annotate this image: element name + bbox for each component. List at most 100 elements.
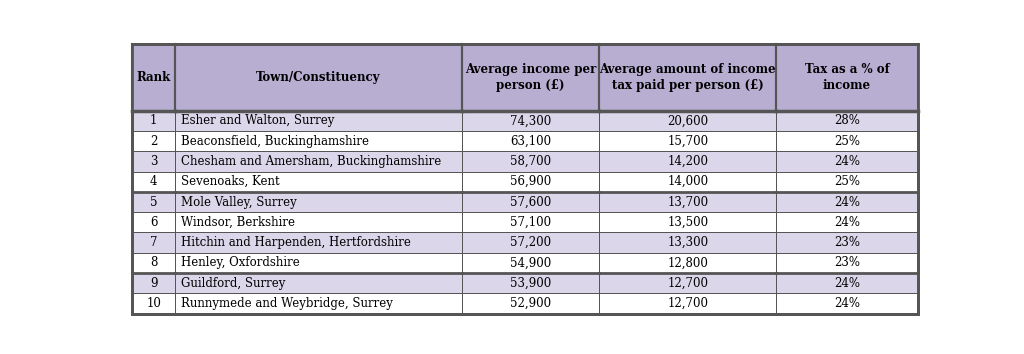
- Text: Rank: Rank: [136, 71, 171, 84]
- Text: 20,600: 20,600: [668, 114, 709, 127]
- Text: 23%: 23%: [834, 236, 860, 249]
- Bar: [175, 172, 462, 192]
- Bar: [175, 131, 462, 151]
- Text: 14,200: 14,200: [668, 155, 709, 168]
- Text: 13,300: 13,300: [668, 236, 709, 249]
- Bar: [599, 172, 776, 192]
- Text: 74,300: 74,300: [510, 114, 551, 127]
- Bar: [175, 212, 462, 233]
- Bar: [462, 44, 599, 110]
- Text: 57,100: 57,100: [510, 216, 551, 229]
- Text: 2: 2: [150, 135, 158, 148]
- Text: 13,700: 13,700: [668, 195, 709, 209]
- Bar: [462, 273, 599, 293]
- Text: 63,100: 63,100: [510, 135, 551, 148]
- Text: Guildford, Surrey: Guildford, Surrey: [180, 277, 285, 290]
- Text: Average amount of income
tax paid per person (£): Average amount of income tax paid per pe…: [599, 63, 776, 92]
- Text: 4: 4: [150, 175, 158, 188]
- Bar: [776, 111, 918, 131]
- Text: 57,200: 57,200: [510, 236, 551, 249]
- Bar: [776, 172, 918, 192]
- Bar: [776, 192, 918, 212]
- Bar: [776, 212, 918, 233]
- Text: Tax as a % of
income: Tax as a % of income: [805, 63, 889, 92]
- Text: 8: 8: [150, 256, 158, 269]
- Text: 28%: 28%: [834, 114, 860, 127]
- Bar: [175, 151, 462, 172]
- Text: 5: 5: [150, 195, 158, 209]
- Text: Henley, Oxfordshire: Henley, Oxfordshire: [180, 256, 299, 269]
- Text: 24%: 24%: [834, 277, 860, 290]
- Text: Town/Constituency: Town/Constituency: [256, 71, 381, 84]
- Text: 9: 9: [150, 277, 158, 290]
- Bar: [776, 131, 918, 151]
- Bar: [599, 233, 776, 253]
- Bar: [599, 192, 776, 212]
- Bar: [462, 233, 599, 253]
- Text: 25%: 25%: [834, 135, 860, 148]
- Bar: [776, 151, 918, 172]
- Bar: [462, 151, 599, 172]
- Bar: [462, 192, 599, 212]
- Bar: [175, 253, 462, 273]
- Bar: [776, 44, 918, 110]
- Text: Runnymede and Weybridge, Surrey: Runnymede and Weybridge, Surrey: [180, 297, 392, 310]
- Text: 1: 1: [150, 114, 158, 127]
- Bar: [175, 233, 462, 253]
- Text: Windsor, Berkshire: Windsor, Berkshire: [180, 216, 295, 229]
- Bar: [462, 293, 599, 314]
- Bar: [175, 192, 462, 212]
- Bar: [132, 233, 175, 253]
- Bar: [599, 293, 776, 314]
- Text: 7: 7: [150, 236, 158, 249]
- Bar: [132, 293, 175, 314]
- Text: 53,900: 53,900: [510, 277, 551, 290]
- Text: 58,700: 58,700: [510, 155, 551, 168]
- Bar: [132, 192, 175, 212]
- Text: 24%: 24%: [834, 297, 860, 310]
- Text: 12,700: 12,700: [668, 277, 709, 290]
- Bar: [132, 131, 175, 151]
- Text: 6: 6: [150, 216, 158, 229]
- Bar: [776, 253, 918, 273]
- Bar: [462, 253, 599, 273]
- Bar: [599, 253, 776, 273]
- Text: 12,700: 12,700: [668, 297, 709, 310]
- Bar: [599, 273, 776, 293]
- Text: 24%: 24%: [834, 155, 860, 168]
- Bar: [132, 44, 175, 110]
- Text: Hitchin and Harpenden, Hertfordshire: Hitchin and Harpenden, Hertfordshire: [180, 236, 411, 249]
- Text: 52,900: 52,900: [510, 297, 551, 310]
- Bar: [132, 253, 175, 273]
- Text: 24%: 24%: [834, 216, 860, 229]
- Text: 23%: 23%: [834, 256, 860, 269]
- Text: Chesham and Amersham, Buckinghamshire: Chesham and Amersham, Buckinghamshire: [180, 155, 441, 168]
- Text: 12,800: 12,800: [668, 256, 709, 269]
- Bar: [175, 273, 462, 293]
- Text: Beaconsfield, Buckinghamshire: Beaconsfield, Buckinghamshire: [180, 135, 369, 148]
- Text: 10: 10: [146, 297, 161, 310]
- Bar: [599, 212, 776, 233]
- Bar: [462, 212, 599, 233]
- Text: Sevenoaks, Kent: Sevenoaks, Kent: [180, 175, 280, 188]
- Text: Esher and Walton, Surrey: Esher and Walton, Surrey: [180, 114, 334, 127]
- Bar: [599, 131, 776, 151]
- Bar: [462, 131, 599, 151]
- Bar: [776, 273, 918, 293]
- Text: 54,900: 54,900: [510, 256, 551, 269]
- Text: Average income per
person (£): Average income per person (£): [465, 63, 596, 92]
- Text: 14,000: 14,000: [668, 175, 709, 188]
- Bar: [776, 233, 918, 253]
- Bar: [175, 293, 462, 314]
- Bar: [462, 111, 599, 131]
- Bar: [175, 111, 462, 131]
- Bar: [132, 172, 175, 192]
- Text: Mole Valley, Surrey: Mole Valley, Surrey: [180, 195, 297, 209]
- Text: 15,700: 15,700: [668, 135, 709, 148]
- Text: 24%: 24%: [834, 195, 860, 209]
- Bar: [132, 212, 175, 233]
- Bar: [776, 293, 918, 314]
- Text: 57,600: 57,600: [510, 195, 551, 209]
- Text: 25%: 25%: [834, 175, 860, 188]
- Text: 56,900: 56,900: [510, 175, 551, 188]
